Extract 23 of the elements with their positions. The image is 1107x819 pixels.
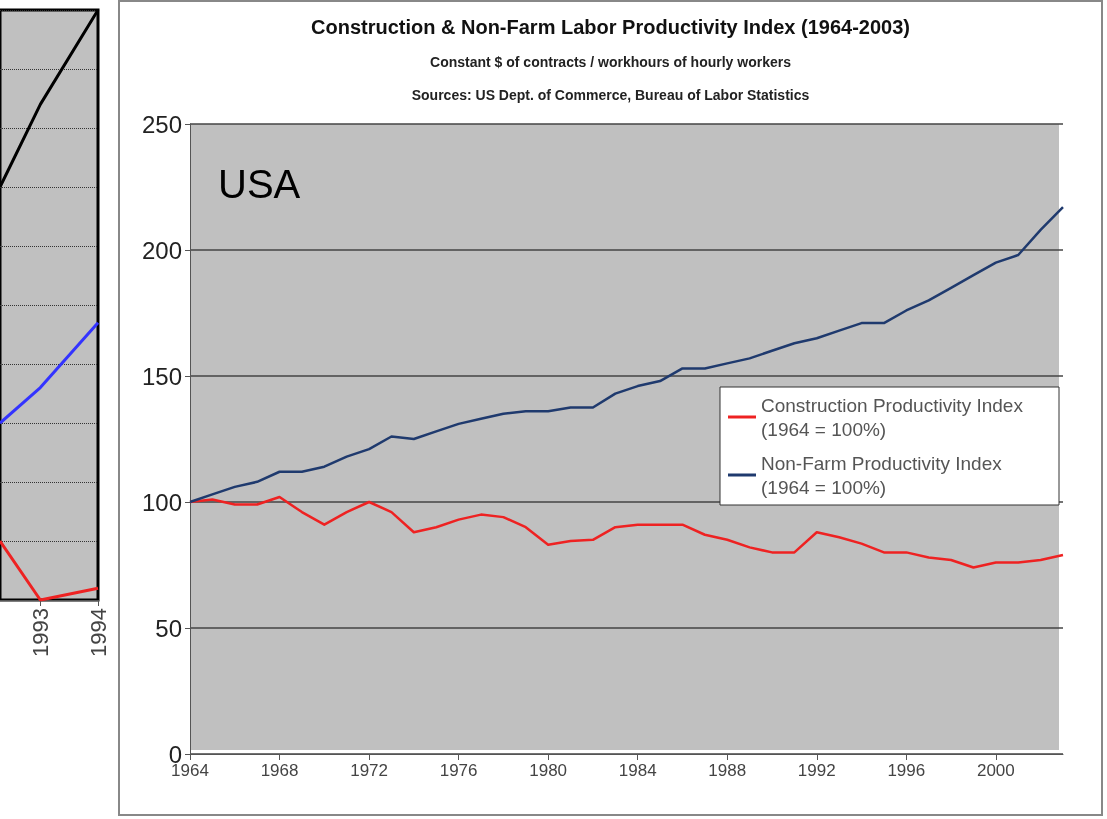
y-tick-label: 100 — [141, 488, 182, 516]
x-tick-label: 1994 — [85, 608, 111, 657]
x-tick-label: 1968 — [260, 761, 299, 780]
chart-subtitle: Constant $ of contracts / workhours of hourly workers — [430, 54, 792, 70]
y-tick-label: 200 — [141, 236, 182, 264]
y-tick-label: 250 — [141, 110, 182, 138]
x-tick-label: 1992 — [797, 761, 836, 780]
legend-label: Construction Productivity Index (1964 = 100%) — [761, 394, 1029, 440]
x-tick-label: 1988 — [708, 761, 747, 780]
source-note: Sources: US Dept. of Commerce, Bureau of Labor Statistics — [411, 87, 810, 103]
annotation: USA — [218, 162, 301, 206]
y-tick-label: 150 — [141, 362, 182, 390]
x-tick-label: 2000 — [976, 761, 1015, 780]
y-tick-label: 50 — [155, 614, 182, 642]
line-series — [188, 205, 1065, 504]
x-tick-label: 1980 — [529, 761, 568, 780]
x-tick-label: 1993 — [27, 608, 53, 657]
chart-title: Construction & Non-Farm Labor Productivity Index (1964-2003) — [311, 16, 910, 38]
x-tick-label: 1976 — [439, 761, 478, 780]
x-tick-label: 1972 — [350, 761, 388, 780]
x-tick-label: 1996 — [887, 761, 926, 780]
legend-label: Non-Farm Productivity Index (1964 = 100%) — [761, 452, 1008, 498]
x-tick-label: 1984 — [618, 761, 657, 780]
